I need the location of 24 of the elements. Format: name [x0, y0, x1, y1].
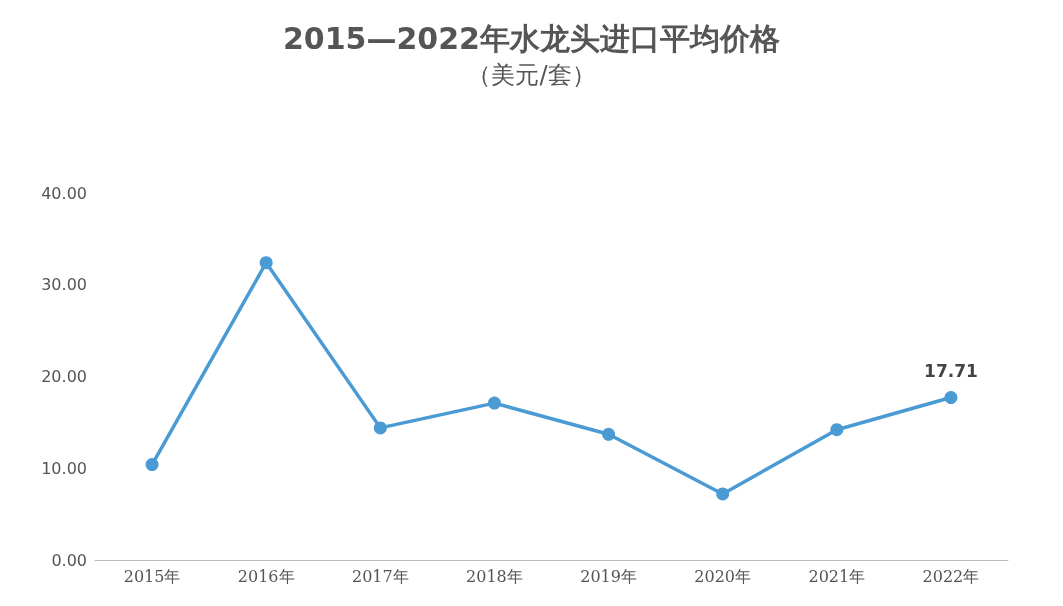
point [373, 421, 387, 435]
chart-title: 2015—2022年水龙头进口平均价格 [283, 20, 780, 56]
point [602, 427, 616, 441]
y-tick-label: 20.00 [41, 367, 87, 386]
x-tick-label: 2016年 [237, 566, 295, 586]
x-tick-label: 2017年 [351, 566, 409, 586]
y-tick-label: 40.00 [41, 183, 87, 203]
point [487, 396, 501, 410]
point [830, 423, 844, 437]
x-tick-label: 2021年 [808, 566, 866, 586]
x-tick-label: 2015年 [123, 566, 181, 586]
point [944, 391, 958, 405]
chart-subtitle: （美元/套） [467, 61, 596, 89]
point [145, 458, 159, 472]
x-tick-label: 2022年 [922, 566, 980, 586]
y-tick-label: 10.00 [41, 458, 87, 478]
point [716, 487, 730, 501]
x-tick-label: 2018年 [466, 566, 523, 586]
x-tick-label: 2019年 [580, 566, 637, 586]
x-tick-label: 2020年 [694, 566, 752, 586]
y-tick-label: 30.00 [41, 275, 87, 295]
point [259, 256, 273, 270]
data-label: 17.71 [924, 360, 978, 381]
y-tick-label: 0.00 [51, 550, 87, 570]
